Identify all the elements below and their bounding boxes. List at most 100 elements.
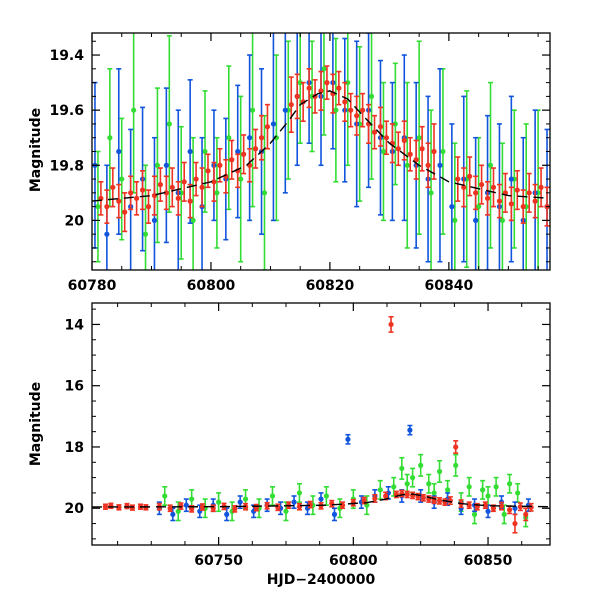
y-tick-label: 16 bbox=[65, 379, 84, 395]
data-point-green bbox=[202, 148, 208, 155]
data-point-red bbox=[490, 505, 497, 511]
data-point-green bbox=[485, 493, 491, 499]
data-point-green bbox=[162, 493, 168, 499]
y-tick-label: 19.6 bbox=[49, 103, 84, 119]
model-curve bbox=[92, 90, 550, 202]
data-point-red bbox=[116, 198, 122, 204]
x-tick-label: 60850 bbox=[464, 553, 513, 569]
data-point-red bbox=[514, 187, 520, 193]
series-red bbox=[102, 315, 534, 534]
data-point-blue bbox=[183, 502, 189, 508]
data-point-red bbox=[388, 321, 394, 328]
data-point-red bbox=[264, 503, 270, 509]
data-point-green bbox=[440, 148, 446, 155]
data-point-blue bbox=[282, 107, 288, 113]
data-point-red bbox=[354, 113, 360, 119]
data-point-red bbox=[104, 204, 110, 210]
y-tick-label: 14 bbox=[65, 317, 85, 333]
data-point-blue bbox=[437, 162, 443, 168]
data-point-green bbox=[249, 107, 256, 113]
data-point-red bbox=[372, 495, 378, 502]
data-point-red bbox=[193, 176, 199, 182]
data-point-red bbox=[98, 195, 104, 201]
data-point-green bbox=[297, 80, 303, 86]
data-point-red bbox=[294, 93, 300, 99]
data-point-green bbox=[471, 511, 478, 517]
data-point-green bbox=[283, 508, 289, 514]
data-point-green bbox=[493, 484, 499, 490]
data-point-blue bbox=[151, 217, 158, 223]
data-point-red bbox=[145, 204, 152, 210]
data-point-red bbox=[473, 190, 479, 196]
x-tick-label: 60820 bbox=[306, 278, 355, 294]
data-point-red bbox=[181, 179, 187, 185]
data-point-blue bbox=[473, 217, 479, 223]
data-point-blue bbox=[170, 511, 176, 517]
data-point-green bbox=[399, 465, 405, 472]
data-point-red bbox=[329, 501, 335, 507]
data-point-blue bbox=[485, 508, 491, 514]
data-point-red bbox=[264, 124, 271, 130]
data-point-blue bbox=[187, 148, 193, 155]
data-point-red bbox=[377, 124, 384, 130]
y-tick-label: 20 bbox=[65, 213, 85, 229]
data-point-green bbox=[515, 490, 521, 496]
data-point-red bbox=[420, 495, 426, 501]
data-point-red bbox=[407, 151, 413, 157]
data-point-red bbox=[425, 162, 431, 168]
plot-frame bbox=[91, 302, 551, 546]
data-point-blue bbox=[331, 511, 338, 517]
data-point-green bbox=[321, 66, 327, 72]
data-point-red bbox=[478, 181, 485, 188]
data-point-red bbox=[110, 184, 116, 190]
data-point-red bbox=[455, 176, 461, 182]
data-point-red bbox=[307, 501, 313, 508]
data-point-red bbox=[189, 506, 195, 512]
data-point-red bbox=[526, 190, 532, 196]
data-point-green bbox=[368, 93, 375, 99]
data-point-green bbox=[214, 190, 220, 196]
data-point-red bbox=[342, 99, 348, 105]
data-point-blue bbox=[291, 499, 297, 505]
plot-area bbox=[92, 33, 550, 270]
data-point-red bbox=[339, 502, 346, 508]
data-point-red bbox=[139, 187, 146, 193]
data-point-red bbox=[199, 184, 205, 190]
data-point-green bbox=[166, 121, 172, 127]
data-point-red bbox=[431, 148, 437, 155]
data-point-red bbox=[401, 137, 407, 144]
data-point-green bbox=[142, 231, 149, 237]
data-point-red bbox=[517, 504, 523, 510]
data-point-green bbox=[453, 462, 459, 468]
data-point-blue bbox=[270, 121, 277, 127]
data-point-red bbox=[538, 184, 544, 190]
series-blue bbox=[92, 33, 550, 270]
data-point-green bbox=[107, 135, 113, 141]
data-point-green bbox=[476, 204, 482, 210]
data-point-green bbox=[261, 190, 268, 196]
top-panel-zoomed-light-curve: 60780 60800 60820 60840 19.4 19.6 19.8 20 Magnit… bbox=[28, 32, 551, 294]
data-point-green bbox=[426, 481, 432, 487]
data-point-red bbox=[288, 102, 294, 108]
series-red bbox=[98, 65, 550, 233]
data-point-blue bbox=[235, 148, 241, 155]
data-point-green bbox=[154, 162, 161, 168]
data-point-red bbox=[169, 184, 175, 190]
x-axis-title: HJD−2400000 bbox=[267, 572, 376, 588]
x-tick-label: 60780 bbox=[68, 278, 117, 294]
data-point-red bbox=[360, 107, 366, 113]
data-point-red bbox=[506, 507, 513, 513]
data-point-green bbox=[119, 176, 125, 182]
series-green bbox=[95, 33, 541, 270]
y-tick-label: 18 bbox=[65, 440, 84, 456]
data-point-green bbox=[333, 107, 339, 113]
data-point-green bbox=[189, 496, 195, 502]
data-point-red bbox=[211, 179, 217, 185]
data-point-red bbox=[498, 503, 505, 509]
data-point-red bbox=[336, 85, 342, 91]
data-point-green bbox=[466, 484, 472, 490]
data-point-blue bbox=[449, 204, 455, 210]
y-tick-label: 19.4 bbox=[49, 48, 84, 64]
data-point-red bbox=[258, 135, 265, 141]
data-point-blue bbox=[116, 148, 122, 155]
